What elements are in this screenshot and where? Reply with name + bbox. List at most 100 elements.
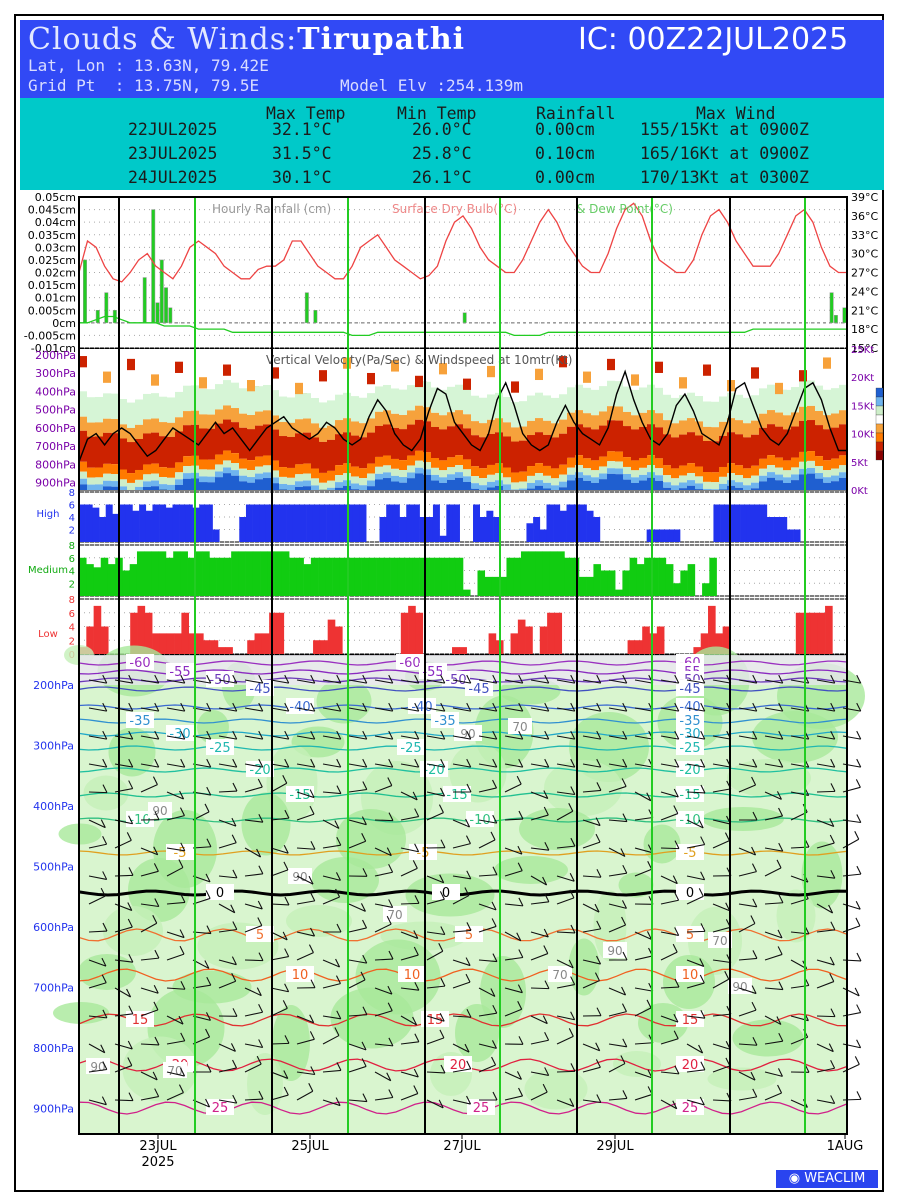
- wind-barb: [374, 785, 393, 793]
- wind-barb: [634, 931, 652, 940]
- wind-barb: [218, 707, 237, 712]
- vvel-cell: [415, 467, 424, 474]
- wind-barb-flag: [620, 1055, 626, 1064]
- row3-wind: 170/13Kt at 0300Z: [640, 168, 809, 187]
- vvel-cell: [615, 474, 624, 490]
- vvel-cell: [479, 349, 488, 398]
- contour-label-bg: [286, 966, 314, 982]
- wind-barb-flag: [412, 860, 418, 869]
- vvel-cell: [359, 397, 368, 424]
- wind-barb-flag: [516, 932, 522, 941]
- wind-barb: [452, 819, 470, 828]
- temp-contour-label: 0: [686, 886, 694, 901]
- rain-tick-label: 0.035cm: [28, 229, 76, 242]
- wind-barb-flag: [621, 1003, 627, 1012]
- vvel-cell: [335, 475, 344, 483]
- wind-barb-flag: [232, 782, 238, 792]
- wind-barb-flag: [152, 915, 158, 924]
- wind-barb: [322, 959, 340, 968]
- wind-barb-flag: [308, 1083, 314, 1092]
- medium-cloud-bar: [434, 557, 442, 596]
- wind-barb-flag: [440, 758, 446, 768]
- vvel-cell: [591, 389, 600, 416]
- wind-barb-flag: [751, 1001, 757, 1011]
- wind-barb-flag: [700, 923, 706, 932]
- wind-barb: [842, 903, 861, 910]
- vvel-cell: [95, 436, 104, 468]
- x-tick-label: 1AUG: [827, 1139, 864, 1154]
- vvel-cell: [743, 423, 752, 438]
- wind-barb: [504, 818, 524, 821]
- wind-barb-flag: [414, 730, 420, 740]
- vvel-cell: [679, 420, 688, 435]
- wind-barb: [738, 1096, 757, 1101]
- wind-barb: [686, 763, 705, 768]
- wind-barb: [738, 1043, 757, 1046]
- low-cloud-bar: [722, 626, 731, 654]
- vvel-cell: [199, 476, 208, 483]
- wind-barb-flag: [439, 874, 445, 883]
- vvel-cell: [247, 349, 256, 390]
- temp-contour-label: -45: [468, 682, 489, 697]
- vvel-cell: [263, 410, 272, 425]
- wind-barb-flag: [751, 985, 757, 994]
- wind-barb-flag: [620, 848, 626, 857]
- medium-cloud-bar: [194, 551, 203, 596]
- vvel-cell: [79, 471, 88, 479]
- wind-barb: [764, 791, 782, 800]
- wind-barb-flag: [466, 1009, 472, 1018]
- wind-barb: [504, 931, 522, 942]
- wind-barb: [140, 679, 159, 684]
- vvel-cell: [311, 468, 320, 479]
- wind-barb: [712, 903, 730, 912]
- wind-barb-flag: [752, 811, 758, 821]
- wind-barb-flag: [828, 904, 834, 914]
- temp-contour: [78, 850, 848, 856]
- wind-barb-flag: [310, 1066, 316, 1075]
- wind-tick-label: 5Kt: [851, 458, 868, 469]
- wind-barb-flag: [492, 779, 498, 789]
- vvel-cell: [767, 465, 776, 473]
- vvel-cell: [663, 394, 672, 421]
- vvel-cell: [783, 429, 792, 461]
- model-elevation: Model Elv :254.139m: [340, 76, 524, 95]
- wind-barb: [166, 735, 185, 740]
- low-cloud-bar: [715, 633, 723, 654]
- vvel-cell: [279, 421, 288, 437]
- wind-barb-flag: [283, 1086, 289, 1096]
- temp-contour-label: -45: [249, 682, 270, 697]
- wind-barb: [582, 735, 601, 740]
- vvel-cell: [815, 465, 824, 474]
- high-cloud-bar: [486, 510, 494, 542]
- wind-barb: [842, 959, 862, 962]
- temp-tick-label: 27°C: [851, 267, 878, 280]
- wind-barb-flag: [204, 960, 210, 969]
- temp-contour: [78, 718, 848, 724]
- medium-cloud-label: Medium: [28, 565, 68, 576]
- wind-barb-flag: [284, 896, 290, 906]
- wind-barb-flag: [621, 778, 627, 787]
- wind-barb-flag: [154, 949, 160, 959]
- wind-barb-flag: [310, 674, 316, 684]
- wind-barb-flag: [492, 674, 498, 684]
- vvel-cell: [783, 349, 792, 390]
- vvel-cell: [591, 429, 600, 461]
- wind-barb: [478, 679, 497, 684]
- wind-barb: [738, 987, 757, 995]
- medium-cloud-bar: [151, 551, 159, 596]
- wind-barb-flag: [231, 817, 237, 827]
- wind-barb: [712, 788, 731, 793]
- wind-barb: [400, 816, 419, 821]
- wind-barb: [166, 1015, 184, 1025]
- low-cloud-bar: [693, 647, 702, 654]
- wind-barb-flag: [336, 836, 342, 846]
- wind-barb: [478, 1012, 497, 1017]
- wind-barb-flag: [101, 974, 107, 983]
- wind-barb-flag: [700, 836, 706, 845]
- wind-barb-flag: [309, 1014, 315, 1023]
- wind-barb-flag: [387, 1002, 393, 1011]
- contour-label-bg: [676, 680, 704, 696]
- wind-barb-flag: [230, 1043, 236, 1052]
- vvel-cell: [815, 456, 824, 466]
- wind-barb: [504, 1095, 523, 1101]
